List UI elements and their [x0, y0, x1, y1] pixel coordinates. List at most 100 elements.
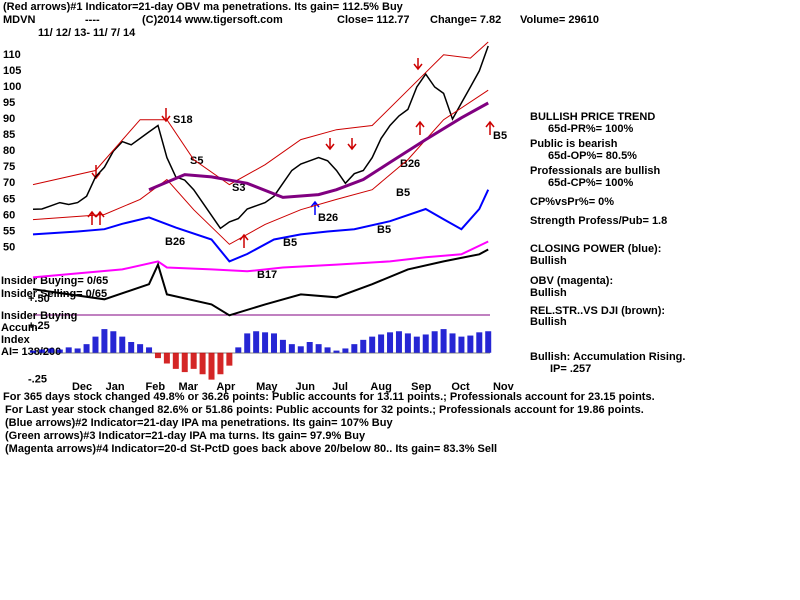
- signal-label: B5: [283, 237, 297, 249]
- accum-bar: [449, 333, 456, 353]
- x-tick-label: Oct: [451, 381, 470, 393]
- red-arrow: [413, 58, 423, 71]
- change: Change= 7.82: [430, 14, 501, 26]
- accum-bar: [110, 331, 117, 353]
- x-tick-label: Nov: [493, 381, 515, 393]
- red-arrow: [161, 108, 171, 123]
- x-tick-label: Aug: [370, 381, 391, 393]
- accum-bar: [270, 333, 277, 353]
- red-arrow: [239, 233, 249, 248]
- y-tick-label: 105: [3, 65, 21, 77]
- accum-bar: [333, 350, 340, 353]
- y-tick-label: 75: [3, 161, 15, 173]
- signal-arrows: [87, 58, 495, 248]
- status-text: OBV (magenta):: [530, 275, 613, 287]
- footer-line: For Last year stock changed 82.6% or 51.…: [5, 404, 644, 416]
- status-text: Public is bearish: [530, 138, 618, 150]
- x-tick-label: May: [256, 381, 278, 393]
- status-text: 65d-PR%= 100%: [548, 123, 634, 135]
- y-tick-label: 65: [3, 193, 15, 205]
- signal-label: B26: [400, 158, 420, 170]
- status-text: Bullish: [530, 316, 567, 328]
- red-arrow: [91, 165, 101, 180]
- y-tick-label: 90: [3, 113, 15, 125]
- accum-bar: [458, 336, 465, 353]
- series-line: [32, 41, 489, 186]
- indicator-label: Index: [1, 334, 31, 346]
- signal-label: B5: [377, 224, 391, 236]
- red-arrow: [347, 138, 357, 151]
- accum-bar: [440, 329, 447, 353]
- accum-bar: [288, 344, 295, 353]
- accum-bar: [172, 352, 179, 369]
- accum-bar: [47, 348, 54, 353]
- signal-label: B5: [493, 130, 507, 142]
- status-text: REL.STR..VS DJI (brown):: [530, 305, 665, 317]
- copyright: (C)2014 www.tigersoft.com: [142, 14, 283, 26]
- header-line: (Red arrows)#1 Indicator=21-day OBV ma p…: [3, 1, 404, 13]
- footer-line: For 365 days stock changed 49.8% or 36.2…: [3, 391, 655, 403]
- date-range: 11/ 12/ 13- 11/ 7/ 14: [38, 27, 136, 39]
- series-line: [32, 240, 489, 279]
- accum-bar: [467, 335, 474, 353]
- signal-label: B5: [396, 187, 410, 199]
- status-text: Bullish: Accumulation Rising.: [530, 351, 685, 363]
- status-text: BULLISH PRICE TREND: [530, 111, 655, 123]
- y-tick-label: +.50: [28, 293, 50, 305]
- signal-label: B26: [165, 236, 185, 248]
- accum-bar: [83, 344, 90, 353]
- series-line: [32, 189, 490, 263]
- x-tick-label: Feb: [146, 381, 166, 393]
- accum-bar: [431, 331, 438, 353]
- x-tick-label: Sep: [411, 381, 431, 393]
- status-text: CP%vsPr%= 0%: [530, 196, 614, 208]
- accum-bar: [422, 334, 429, 353]
- indicator-label: Accum: [1, 322, 38, 334]
- x-tick-label: Mar: [179, 381, 199, 393]
- status-text: Strength Profess/Pub= 1.8: [530, 215, 667, 227]
- status-text: Bullish: [530, 287, 567, 299]
- volume: Volume= 29610: [520, 14, 599, 26]
- accum-bar: [30, 350, 36, 353]
- footer-line: (Magenta arrows)#4 Indicator=20-d St-Pct…: [5, 443, 497, 455]
- symbol: MDVN: [3, 14, 35, 26]
- accum-bar: [181, 352, 188, 373]
- x-tick-label: Dec: [72, 381, 92, 393]
- accum-bar: [279, 339, 286, 353]
- indicator-label: Insider Buying= 0/65: [1, 275, 108, 287]
- accum-bar: [369, 336, 376, 353]
- status-text: 65d-OP%= 80.5%: [548, 150, 637, 162]
- accum-bar: [208, 352, 215, 380]
- accum-bar: [476, 332, 483, 353]
- accum-bar: [199, 352, 206, 375]
- accum-bar: [324, 347, 331, 353]
- accum-bar: [404, 333, 411, 353]
- accum-bar: [154, 352, 161, 359]
- accum-bar: [244, 333, 251, 353]
- y-tick-label: 50: [3, 241, 15, 253]
- signal-label: B26: [318, 212, 338, 224]
- x-tick-label: Jun: [295, 381, 315, 393]
- accum-bar: [217, 352, 224, 375]
- y-tick-label: -.25: [28, 374, 47, 386]
- series-line: [32, 248, 489, 317]
- y-tick-label: 60: [3, 209, 15, 221]
- y-tick-label: 70: [3, 177, 15, 189]
- accum-bar: [235, 347, 242, 353]
- status-text: IP= .257: [550, 363, 591, 375]
- accum-bar: [360, 339, 367, 353]
- y-tick-label: 100: [3, 81, 21, 93]
- signal-label: B17: [257, 269, 277, 281]
- accum-bar: [92, 336, 99, 353]
- accum-bar: [146, 347, 153, 353]
- accum-bar: [190, 352, 197, 369]
- y-tick-label: 110: [3, 49, 21, 61]
- accum-bar: [387, 332, 394, 353]
- status-text: Bullish: [530, 255, 567, 267]
- x-tick-label: Jan: [106, 381, 125, 393]
- accum-bar: [315, 344, 322, 353]
- series-line: [32, 45, 489, 230]
- accum-bar: [38, 349, 45, 353]
